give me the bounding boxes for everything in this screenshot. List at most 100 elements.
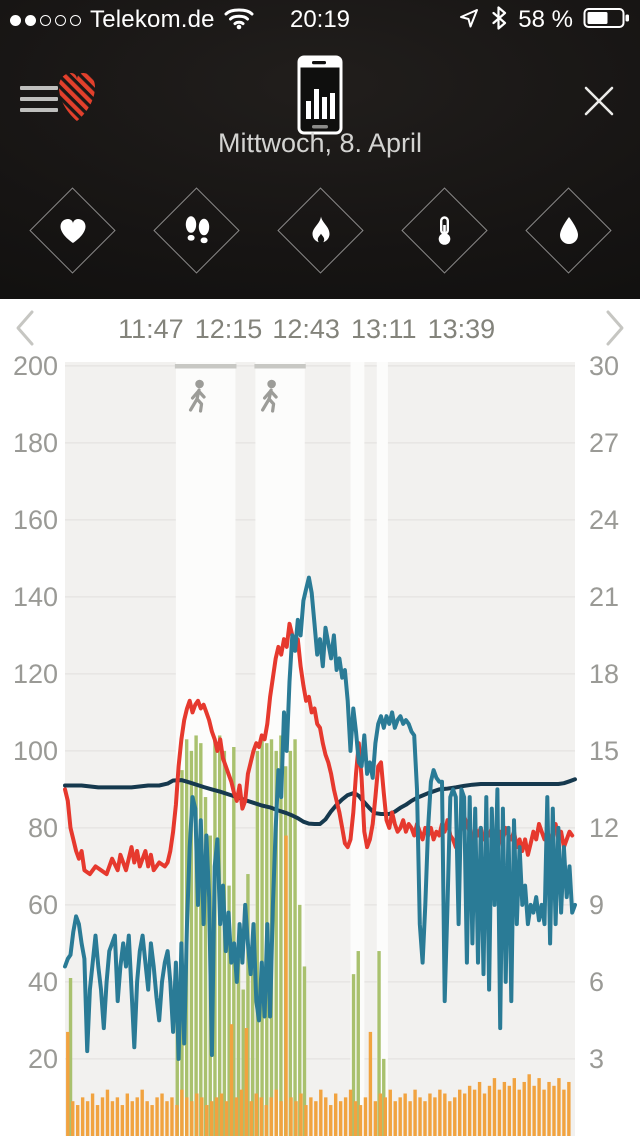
orange-bars-bar [254, 1093, 259, 1136]
orange-bars-bar [458, 1089, 462, 1136]
tab-water[interactable] [524, 187, 612, 274]
orange-bars-bar [279, 1101, 283, 1136]
activity-band-cap [174, 364, 237, 369]
orange-bars-bar [448, 1101, 452, 1136]
orange-bars-bar [562, 1089, 566, 1136]
signal-dot [70, 14, 81, 26]
orange-bars-bar [90, 1093, 95, 1136]
green-bars-bar [236, 958, 241, 1136]
orange-bars-bar [433, 1097, 437, 1136]
tab-steps[interactable] [152, 187, 240, 274]
orange-bars-bar [229, 1024, 234, 1136]
y-right-tick-label: 30 [589, 351, 619, 381]
green-bars-bar [175, 1016, 179, 1136]
orange-bars-bar [393, 1101, 397, 1136]
header-panel: Telekom.de 20:19 [0, 0, 640, 299]
close-icon[interactable] [584, 86, 614, 116]
orange-bars-bar [333, 1093, 338, 1136]
orange-bars-bar [239, 1089, 244, 1136]
plot-background [65, 362, 575, 1136]
next-period-button[interactable] [604, 309, 626, 347]
status-bar: Telekom.de 20:19 [0, 0, 640, 40]
orange-bars-bar [274, 1089, 278, 1136]
green-bars-bar [68, 978, 73, 1136]
signal-dot [10, 14, 21, 26]
orange-bars-bar [234, 1097, 239, 1136]
orange-bars-bar [487, 1085, 492, 1136]
menu-button[interactable] [20, 86, 58, 116]
orange-bars-bar [249, 1101, 254, 1136]
orange-bars-bar [200, 1097, 204, 1136]
y-left-tick-label: 180 [13, 428, 58, 458]
x-tick-label: 12:15 [195, 314, 263, 344]
orange-bars-bar [517, 1089, 521, 1136]
orange-bars-bar [477, 1081, 482, 1136]
orange-bars-bar [348, 1089, 353, 1136]
y-right-tick-label: 9 [589, 890, 604, 920]
orange-bars-bar [294, 1101, 298, 1136]
signal-strength-dots [10, 14, 81, 26]
x-tick-label: 13:11 [351, 314, 417, 344]
tab-calories[interactable] [276, 187, 364, 274]
clock-label: 20:19 [289, 6, 351, 33]
date-title: Mittwoch, 8. April [217, 128, 423, 158]
y-left-tick-label: 20 [28, 1044, 58, 1074]
orange-bars-bar [403, 1093, 407, 1136]
app-logo-heart [57, 71, 97, 130]
activity-band [376, 362, 388, 1136]
phone-stats-icon [297, 55, 343, 140]
tab-heart-rate[interactable] [28, 187, 116, 274]
orange-bars-bar [482, 1093, 487, 1136]
orange-bars-bar [85, 1101, 90, 1136]
footprints-icon [167, 201, 226, 260]
x-tick-label: 13:39 [428, 314, 496, 344]
orange-bars-bar [353, 1101, 358, 1136]
previous-period-button[interactable] [14, 309, 36, 347]
orange-bars-bar [507, 1085, 512, 1136]
thermometer-icon [415, 201, 474, 260]
orange-bars-bar [378, 1093, 383, 1136]
heart-icon [43, 201, 102, 260]
orange-bars-bar [324, 1097, 328, 1136]
orange-bars-bar [423, 1101, 427, 1136]
green-bars-bar [302, 966, 307, 1136]
orange-bars-bar [309, 1097, 313, 1136]
green-bars-bar [260, 735, 264, 1136]
orange-bars-bar [100, 1097, 105, 1136]
green-bars-bar [189, 750, 194, 1136]
y-right-tick-label: 15 [589, 736, 619, 766]
orange-bars-bar [532, 1085, 536, 1136]
orange-bars-bar [105, 1089, 110, 1136]
y-left-tick-label: 120 [13, 659, 58, 689]
x-tick-label: 11:47 [118, 314, 184, 344]
green-bars-bar [227, 885, 231, 1136]
orange-bars-bar [125, 1093, 130, 1136]
orange-bars-bar [224, 1101, 229, 1136]
y-left-tick-label: 140 [13, 582, 58, 612]
orange-bars-bar [408, 1101, 412, 1136]
orange-bars-bar [413, 1089, 417, 1136]
y-right-tick-label: 3 [589, 1044, 604, 1074]
orange-bars-bar [120, 1105, 125, 1136]
y-left-tick-label: 40 [28, 967, 58, 997]
tab-temperature[interactable] [400, 187, 488, 274]
orange-bars-bar [462, 1093, 467, 1136]
orange-bars-bar [140, 1089, 144, 1136]
y-left-tick-label: 160 [13, 505, 58, 535]
signal-dot [55, 14, 66, 26]
location-arrow-icon [458, 7, 480, 34]
flame-icon [291, 201, 350, 260]
green-bars-bar [356, 951, 360, 1136]
y-right-tick-label: 27 [589, 428, 619, 458]
y-left-tick-label: 200 [13, 351, 58, 381]
orange-bars-bar [135, 1097, 139, 1136]
orange-bars-bar [547, 1081, 551, 1136]
orange-bars-bar [284, 835, 288, 1136]
green-bars-bar [255, 750, 260, 1136]
orange-bars-bar [165, 1101, 169, 1136]
orange-bars-bar [343, 1097, 348, 1136]
water-drop-icon [539, 201, 598, 260]
orange-bars-bar [492, 1078, 497, 1136]
orange-bars-bar [363, 1097, 368, 1136]
orange-bars-bar [130, 1101, 134, 1136]
